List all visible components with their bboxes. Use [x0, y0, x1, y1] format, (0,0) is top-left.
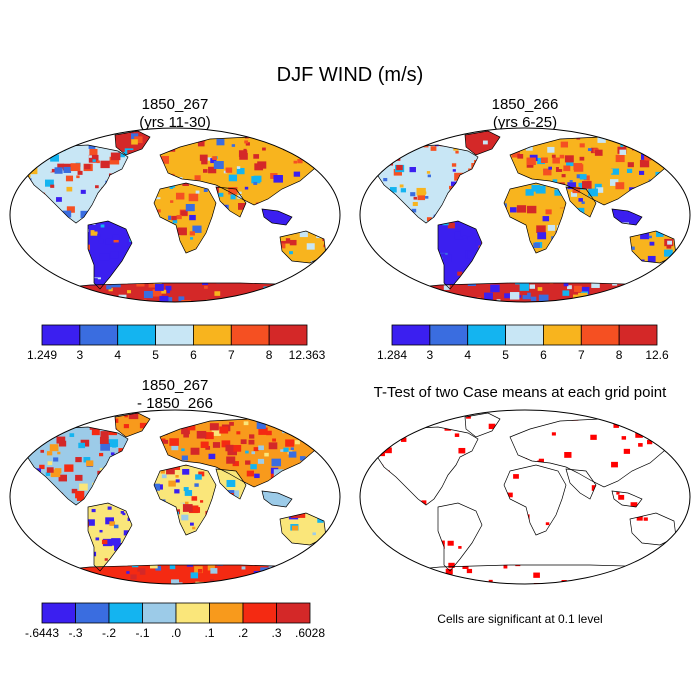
colorbar-tick-label: 6 — [540, 348, 547, 362]
colorbar-tick-label: 5 — [152, 348, 159, 362]
colorbar-tick-label: 12.6 — [645, 348, 669, 362]
panel1-map — [9, 127, 341, 303]
colorbar-tick-label: 1.284 — [377, 348, 407, 362]
colorbar-swatch — [268, 324, 308, 346]
panel2-map — [359, 127, 691, 303]
panel2-colorbar: 1.284 3 4 5 6 7 8 12.6 — [377, 324, 669, 362]
colorbar-swatch — [175, 602, 210, 624]
colorbar-tick-label: 4 — [114, 348, 121, 362]
colorbar-tick-label: .1 — [204, 626, 214, 640]
colorbar-swatch — [230, 324, 270, 346]
colorbar-tick-label: 3 — [427, 348, 434, 362]
colorbar-tick-label: 6 — [190, 348, 197, 362]
colorbar-swatch — [79, 324, 119, 346]
colorbar-tick-label: .2 — [238, 626, 248, 640]
colorbar-swatch — [467, 324, 506, 346]
panel3-title-line2: - 1850_266 — [137, 395, 213, 412]
colorbar-tick-label: .6028 — [295, 626, 325, 640]
panel1-title-line1: 1850_267 — [141, 96, 209, 113]
colorbar-swatch — [41, 324, 81, 346]
panel4-title-line1: T-Test of two Case means at each grid po… — [373, 384, 667, 401]
colorbar-tick-label: 8 — [266, 348, 273, 362]
colorbar-swatch — [391, 324, 431, 346]
colorbar-tick-label: 5 — [502, 348, 509, 362]
colorbar-tick-label: 4 — [464, 348, 471, 362]
colorbar-tick-label: -.2 — [102, 626, 116, 640]
panel4-title: T-Test of two Case means at each grid po… — [340, 384, 700, 402]
colorbar-tick-label: -.6443 — [25, 626, 59, 640]
colorbar-swatch — [41, 602, 76, 624]
colorbar-swatch — [543, 324, 582, 346]
colorbar-tick-label: .0 — [171, 626, 181, 640]
colorbar-swatch — [142, 602, 177, 624]
colorbar-tick-label: -.3 — [68, 626, 82, 640]
panel1-title-line2: (yrs 11-30) — [139, 114, 211, 131]
colorbar-tick-label: 7 — [228, 348, 235, 362]
panel1-title: 1850_267 (yrs 11-30) — [60, 96, 290, 132]
panel4-map — [359, 409, 691, 585]
panel2-title-line2: (yrs 6-25) — [492, 114, 558, 131]
main-title: DJF WIND (m/s) — [276, 64, 424, 86]
colorbar-tick-label: 7 — [578, 348, 585, 362]
colorbar-swatch — [155, 324, 194, 346]
colorbar-swatch — [580, 324, 620, 346]
colorbar-swatch — [75, 602, 110, 624]
colorbar-tick-label: 3 — [77, 348, 84, 362]
colorbar-tick-label: 12.363 — [289, 348, 326, 362]
panel2-title: 1850_266 (yrs 6-25) — [410, 96, 640, 132]
colorbar-swatch — [108, 602, 143, 624]
panel3-map — [9, 409, 341, 585]
panel3-title-line1: 1850_267 — [141, 377, 209, 394]
panel3-colorbar: -.6443 -.3 -.2 -.1 .0 .1 .2 .3 .6028 — [25, 602, 325, 640]
panel2-title-line1: 1850_266 — [491, 96, 559, 113]
panel1-colorbar: 1.249 3 4 5 6 7 8 12.363 — [27, 324, 326, 362]
colorbar-tick-label: 1.249 — [27, 348, 57, 362]
colorbar-swatch — [209, 602, 244, 624]
significance-note: Cells are significant at 0.1 level — [437, 612, 603, 626]
colorbar-swatch — [505, 324, 544, 346]
panel3-title: 1850_267 - 1850_266 — [60, 377, 290, 413]
colorbar-swatch — [193, 324, 232, 346]
colorbar-tick-label: .3 — [271, 626, 281, 640]
colorbar-swatch — [242, 602, 277, 624]
colorbar-tick-label: -.1 — [135, 626, 149, 640]
colorbar-swatch — [429, 324, 469, 346]
colorbar-swatch — [276, 602, 311, 624]
colorbar-swatch — [618, 324, 658, 346]
colorbar-swatch — [117, 324, 156, 346]
colorbar-tick-label: 8 — [616, 348, 623, 362]
